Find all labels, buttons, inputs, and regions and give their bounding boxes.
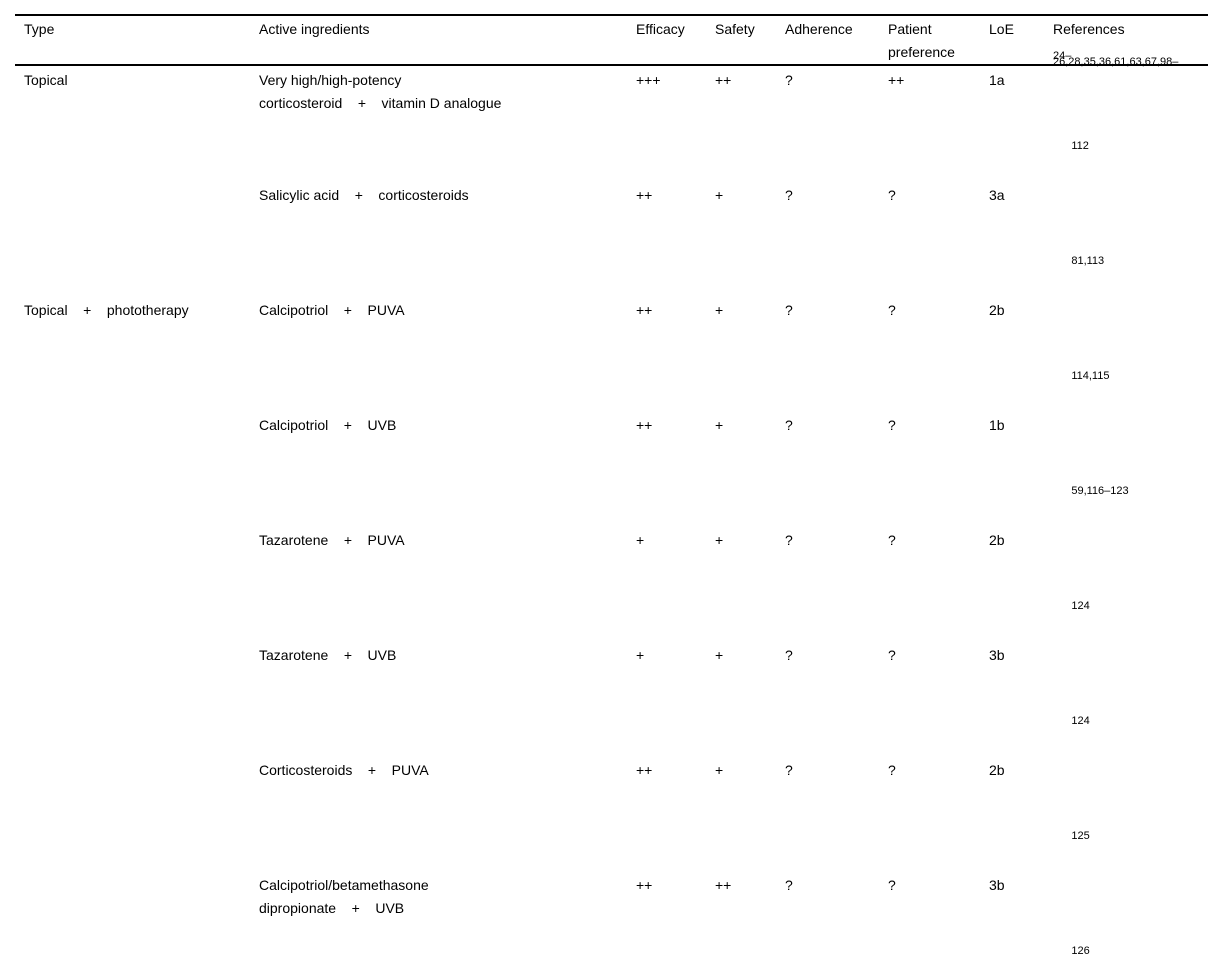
cell-type bbox=[15, 874, 250, 960]
cell-adherence: ? bbox=[785, 877, 793, 893]
cell-safety: + bbox=[715, 647, 724, 663]
table-row: Calcipotriol/betamethasone dipropionate … bbox=[15, 874, 1208, 960]
cell-safety: + bbox=[715, 762, 724, 778]
cell-adherence: ? bbox=[785, 647, 793, 663]
references-value: 124 bbox=[1071, 715, 1090, 727]
cell-patient-preference: ? bbox=[888, 187, 896, 203]
cell-references: 114,115 bbox=[1044, 299, 1208, 414]
table-row: Topical Very high/high-potency corticost… bbox=[15, 50, 1208, 184]
references-value: 59,116–123 bbox=[1071, 485, 1129, 497]
column-header-safety: Safety bbox=[706, 14, 776, 66]
references-value: 124 bbox=[1071, 600, 1090, 612]
cell-type bbox=[15, 529, 250, 644]
cell-loe: 3b bbox=[989, 647, 1005, 663]
cell-efficacy: ++ bbox=[636, 302, 653, 318]
cell-loe: 2b bbox=[989, 532, 1005, 548]
table-row: Topical + phototherapy Calcipotriol + PU… bbox=[15, 299, 1208, 414]
cell-type bbox=[15, 759, 250, 874]
cell-active-ingredients: Calcipotriol + PUVA bbox=[259, 302, 405, 318]
references-value: 112 bbox=[1071, 140, 1089, 152]
column-header-type: Type bbox=[15, 14, 250, 66]
cell-patient-preference: ? bbox=[888, 302, 896, 318]
cell-active-ingredients: Calcipotriol/betamethasone dipropionate … bbox=[259, 877, 429, 916]
references-value: 114,115 bbox=[1071, 370, 1110, 382]
cell-efficacy: +++ bbox=[636, 72, 661, 88]
table-row: Tazarotene + UVB + + ? ? 3b 124 bbox=[15, 644, 1208, 759]
cell-active-ingredients: Very high/high-potency corticosteroid + … bbox=[259, 72, 502, 111]
cell-patient-preference: ? bbox=[888, 877, 896, 893]
cell-efficacy: ++ bbox=[636, 762, 653, 778]
cell-patient-preference: ? bbox=[888, 532, 896, 548]
paper-table-container: Type Active ingredients Efficacy Safety … bbox=[15, 14, 1208, 960]
column-header-efficacy: Efficacy bbox=[627, 14, 706, 66]
cell-references: 124 bbox=[1044, 529, 1208, 644]
references-value: 81,113 bbox=[1071, 255, 1105, 267]
cell-safety: ++ bbox=[715, 72, 732, 88]
cell-efficacy: ++ bbox=[636, 877, 653, 893]
column-header-loe: LoE bbox=[980, 14, 1044, 66]
cell-adherence: ? bbox=[785, 187, 793, 203]
cell-references: 126 bbox=[1044, 874, 1208, 960]
cell-adherence: ? bbox=[785, 762, 793, 778]
cell-safety: + bbox=[715, 187, 724, 203]
cell-active-ingredients: Corticosteroids + PUVA bbox=[259, 762, 429, 778]
cell-type bbox=[15, 414, 250, 529]
cell-loe: 2b bbox=[989, 302, 1005, 318]
references-value: 126 bbox=[1071, 945, 1090, 957]
cell-type bbox=[15, 644, 250, 759]
cell-safety: ++ bbox=[715, 877, 732, 893]
cell-adherence: ? bbox=[785, 302, 793, 318]
cell-type: Topical + phototherapy bbox=[24, 302, 189, 318]
cell-references: 59,116–123 bbox=[1044, 414, 1208, 529]
cell-loe: 3b bbox=[989, 877, 1005, 893]
cell-safety: + bbox=[715, 417, 724, 433]
combination-therapy-table: Type Active ingredients Efficacy Safety … bbox=[15, 14, 1208, 960]
cell-loe: 2b bbox=[989, 762, 1005, 778]
cell-active-ingredients: Salicylic acid + corticosteroids bbox=[259, 187, 469, 203]
cell-references: 24– 26,28,35,36,61,63,67,98– 112 bbox=[1044, 50, 1208, 184]
table-row: Calcipotriol + UVB ++ + ? ? 1b 59,116–12… bbox=[15, 414, 1208, 529]
table-row: Salicylic acid + corticosteroids ++ + ? … bbox=[15, 184, 1208, 299]
column-header-active-ingredients: Active ingredients bbox=[250, 14, 627, 66]
cell-adherence: ? bbox=[785, 532, 793, 548]
column-header-patient-preference: Patient preference bbox=[879, 14, 980, 66]
cell-loe: 1b bbox=[989, 417, 1005, 433]
table-row: Tazarotene + PUVA + + ? ? 2b 124 bbox=[15, 529, 1208, 644]
cell-type bbox=[15, 184, 250, 299]
cell-patient-preference: ++ bbox=[888, 72, 905, 88]
cell-patient-preference: ? bbox=[888, 762, 896, 778]
column-header-adherence: Adherence bbox=[776, 14, 879, 66]
cell-efficacy: + bbox=[636, 647, 645, 663]
cell-adherence: ? bbox=[785, 72, 793, 88]
cell-loe: 1a bbox=[989, 72, 1005, 88]
cell-efficacy: ++ bbox=[636, 417, 653, 433]
cell-active-ingredients: Tazarotene + PUVA bbox=[259, 532, 405, 548]
cell-type: Topical bbox=[24, 72, 68, 88]
cell-efficacy: ++ bbox=[636, 187, 653, 203]
table-body: Topical Very high/high-potency corticost… bbox=[15, 50, 1208, 960]
table-header: Type Active ingredients Efficacy Safety … bbox=[15, 14, 1208, 66]
cell-loe: 3a bbox=[989, 187, 1005, 203]
cell-efficacy: + bbox=[636, 532, 645, 548]
cell-safety: + bbox=[715, 532, 724, 548]
cell-safety: + bbox=[715, 302, 724, 318]
references-value: 125 bbox=[1071, 830, 1090, 842]
cell-references: 81,113 bbox=[1044, 184, 1208, 299]
table-row: Corticosteroids + PUVA ++ + ? ? 2b 125 bbox=[15, 759, 1208, 874]
cell-adherence: ? bbox=[785, 417, 793, 433]
cell-references: 125 bbox=[1044, 759, 1208, 874]
cell-patient-preference: ? bbox=[888, 417, 896, 433]
cell-references: 124 bbox=[1044, 644, 1208, 759]
column-header-references: References bbox=[1044, 14, 1208, 66]
cell-patient-preference: ? bbox=[888, 647, 896, 663]
cell-active-ingredients: Calcipotriol + UVB bbox=[259, 417, 397, 433]
header-row: Type Active ingredients Efficacy Safety … bbox=[15, 14, 1208, 66]
cell-active-ingredients: Tazarotene + UVB bbox=[259, 647, 397, 663]
